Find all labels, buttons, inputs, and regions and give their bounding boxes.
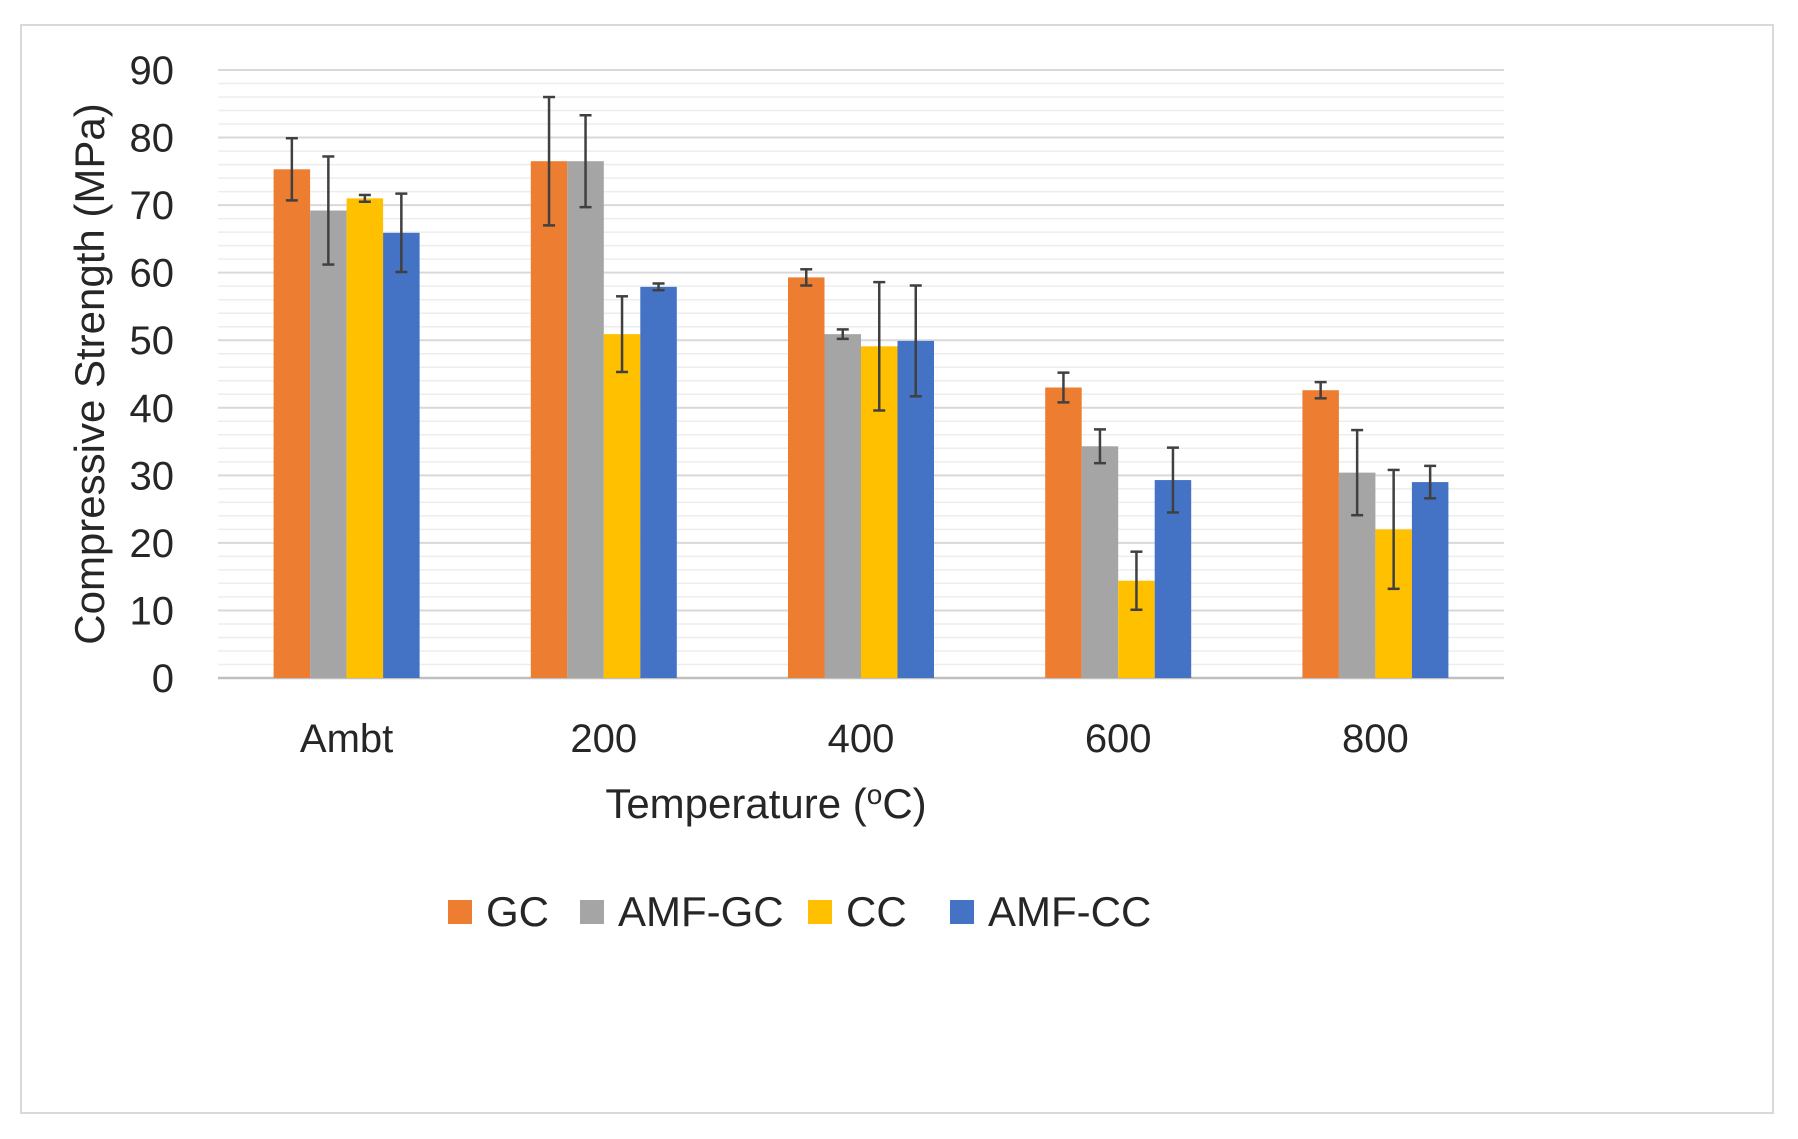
bar-gc-ambt: [273, 169, 311, 678]
chart-frame: 0 10 20 30 40 50 60 70 80 90 Ambt 200 400 600 800 Compr…: [20, 24, 1774, 1114]
y-tick-label: 80: [130, 117, 175, 161]
bar-gc-400: [788, 277, 825, 678]
bar-amf-cc-800: [1411, 482, 1449, 678]
legend-swatch-cc: [808, 900, 832, 924]
legend-swatch-gc: [448, 900, 472, 924]
y-tick-label: 40: [130, 387, 175, 431]
y-tick-label: 20: [130, 522, 175, 566]
x-tick-label: 200: [570, 717, 637, 761]
legend-label-amf-cc: AMF-CC: [988, 888, 1151, 935]
bar-cc-ambt: [346, 198, 384, 678]
legend-label-cc: CC: [846, 888, 907, 935]
x-tick-label: 600: [1085, 717, 1152, 761]
bar-gc-600: [1045, 387, 1082, 678]
bar-cc-200: [603, 334, 641, 678]
y-tick-label: 70: [130, 184, 175, 228]
y-tick-label: 30: [130, 454, 175, 498]
x-tick-label: 800: [1342, 717, 1409, 761]
legend-swatch-amf-cc: [950, 900, 974, 924]
bar-amf-cc-ambt: [383, 232, 420, 678]
y-tick-label: 0: [152, 657, 174, 701]
compressive-strength-chart: 0 10 20 30 40 50 60 70 80 90 Ambt 200 400 600 800 Compr…: [66, 49, 1504, 935]
y-axis-title: Compressive Strength (MPa): [66, 103, 113, 645]
legend-swatch-amf-gc: [580, 900, 604, 924]
y-tick-label: 90: [130, 49, 175, 93]
x-tick-label: Ambt: [300, 717, 393, 761]
y-tick-label: 10: [130, 589, 175, 633]
y-tick-label: 60: [130, 252, 175, 296]
x-axis-title: Temperature (oC): [605, 779, 926, 827]
legend-label-amf-gc: AMF-GC: [618, 888, 784, 935]
bar-gc-200: [530, 161, 568, 678]
bar-gc-800: [1302, 390, 1339, 678]
bar-amf-gc-600: [1081, 446, 1119, 678]
legend-label-gc: GC: [486, 888, 549, 935]
bar-amf-gc-ambt: [310, 210, 347, 678]
x-tick-label: 400: [828, 717, 895, 761]
bar-amf-cc-200: [640, 286, 677, 678]
y-tick-label: 50: [130, 319, 175, 363]
bar-amf-gc-200: [567, 161, 604, 678]
bar-amf-gc-400: [824, 334, 861, 678]
